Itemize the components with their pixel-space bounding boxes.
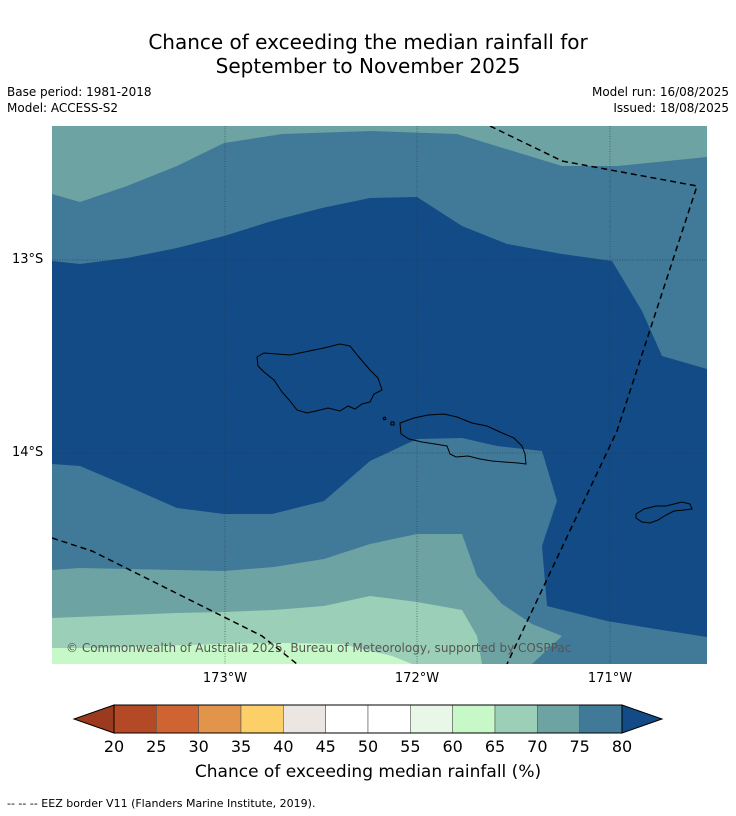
savaii-island: [256, 343, 383, 414]
lon-label-171w: 171°W: [587, 671, 633, 686]
colorbar-tick-40: 40: [273, 737, 294, 756]
lon-label-172w: 172°W: [394, 671, 440, 686]
colorbar-tick-80: 80: [611, 737, 633, 756]
lon-label-173w: 173°W: [202, 671, 248, 686]
meta-right: Model run: 16/08/2025 Issued: 18/08/2025: [592, 84, 729, 116]
zone-80-core: [52, 197, 707, 637]
colorbar-swatches: [113, 704, 623, 734]
colorbar-swatch-50: [367, 704, 411, 734]
title-line-1: Chance of exceeding the median rainfall …: [148, 30, 588, 54]
zone-70-top: [52, 126, 707, 202]
colorbar-swatch-65: [494, 704, 538, 734]
colorbar-tick-20: 20: [103, 737, 125, 756]
eez-border: [52, 126, 698, 664]
colorbar-tick-50: 50: [357, 737, 379, 756]
map-title: Chance of exceeding the median rainfall …: [0, 30, 736, 78]
title-line-2: September to November 2025: [215, 54, 521, 78]
colorbar-tick-30: 30: [188, 737, 209, 756]
model-name: Model: ACCESS-S2: [7, 101, 119, 115]
colorbar-swatch-25: [156, 704, 199, 734]
colorbar-swatch-30: [198, 704, 242, 734]
tutuila-island: [635, 501, 693, 524]
issued-date: Issued: 18/08/2025: [613, 101, 729, 115]
colorbar-tick-75: 75: [569, 737, 590, 756]
colorbar-tick-55: 55: [400, 737, 421, 756]
rainfall-map: [52, 126, 707, 664]
colorbar-tick-70: 70: [527, 737, 548, 756]
colorbar-tick-65: 65: [484, 737, 506, 756]
colorbar-frame: [113, 704, 623, 734]
colorbar-label: Chance of exceeding median rainfall (%): [194, 762, 542, 782]
lat-label-14s: 14°S: [12, 445, 44, 460]
islands: [256, 343, 693, 524]
graticule: [52, 126, 707, 664]
colorbar-low-extension: [72, 704, 115, 734]
upolu-island: [399, 413, 527, 465]
zone-60: [52, 643, 412, 664]
eez-footer-note: -- -- -- EEZ border V11 (Flanders Marine…: [7, 797, 316, 810]
colorbar-tick-25: 25: [146, 737, 167, 756]
colorbar-swatch-55: [410, 704, 453, 734]
colorbar-tick-35: 35: [230, 737, 252, 756]
lat-label-13s: 13°S: [12, 252, 44, 267]
model-run: Model run: 16/08/2025: [591, 85, 729, 99]
colorbar-swatch-20: [113, 704, 157, 734]
colorbar-swatch-35: [240, 704, 284, 734]
copyright-text: © Commonwealth of Australia 2025, Bureau…: [66, 641, 572, 655]
colorbar-swatch-70: [537, 704, 580, 734]
apolima-islet: [390, 421, 395, 426]
colorbar-swatch-60: [452, 704, 496, 734]
colorbar-swatch-45: [325, 704, 369, 734]
manono-islet: [382, 416, 387, 421]
colorbar-swatch-75: [579, 704, 623, 734]
meta-left: Base period: 1981-2018 Model: ACCESS-S2: [7, 84, 152, 116]
colorbar-swatch-40: [283, 704, 326, 734]
colorbar-high-extension: [621, 704, 664, 734]
colorbar-tick-45: 45: [315, 737, 336, 756]
base-period: Base period: 1981-2018: [7, 85, 152, 99]
colorbar-tick-60: 60: [442, 737, 463, 756]
colorbar: [72, 704, 664, 734]
